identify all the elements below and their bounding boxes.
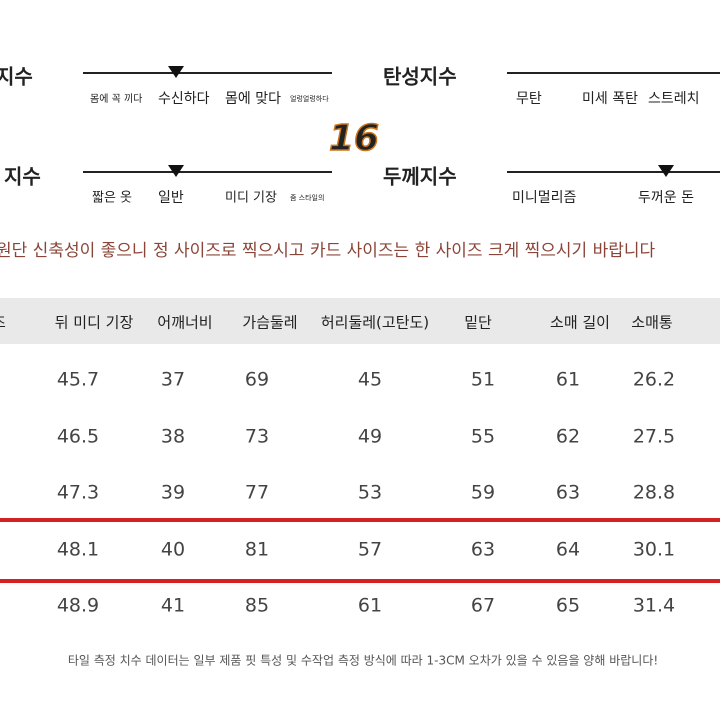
table-cell: 31.4	[633, 595, 675, 617]
highlight-line-bottom	[0, 579, 720, 583]
table-cell: 40	[161, 539, 185, 561]
index-label: 몸에 꼭 끼다	[90, 93, 142, 105]
index-label: 무탄	[516, 91, 542, 107]
table-cell: 37	[161, 369, 185, 391]
index-title: 지수	[4, 165, 41, 189]
table-cell: 47.3	[57, 482, 99, 504]
table-cell: 39	[161, 482, 185, 504]
index-label: 미니멀리즘	[512, 190, 577, 206]
highlight-line-top	[0, 518, 720, 522]
table-cell: 57	[358, 539, 382, 561]
table-header-cell: 소매통	[631, 314, 672, 332]
table-cell: 59	[471, 482, 495, 504]
index-label: 몸에 맞다	[225, 91, 281, 107]
table-cell: 55	[471, 426, 495, 448]
table-cell: 77	[245, 482, 269, 504]
table-cell: 28.8	[633, 482, 675, 504]
table-cell: 53	[358, 482, 382, 504]
table-header-cell: 뒤 미디 기장	[55, 314, 134, 332]
table-header-bar	[0, 298, 720, 344]
table-cell: 61	[358, 595, 382, 617]
table-cell: 63	[471, 539, 495, 561]
table-header-cell: 어깨너비	[157, 314, 212, 332]
index-label: 일반	[158, 190, 184, 206]
index-marker	[168, 165, 184, 177]
table-header-cell: 밑단	[464, 314, 492, 332]
table-cell: 45	[358, 369, 382, 391]
table-cell: 63	[556, 482, 580, 504]
index-label: 미디 기장	[225, 191, 277, 206]
badge-number: 16	[329, 118, 379, 159]
table-cell: 27.5	[633, 426, 675, 448]
table-cell: 51	[471, 369, 495, 391]
index-label: 짧은 옷	[92, 191, 132, 206]
table-cell: 46.5	[57, 426, 99, 448]
index-label: 줌 스타일의	[290, 193, 324, 202]
index-label: 얼렁얼렁하다	[290, 94, 329, 103]
table-cell: 38	[161, 426, 185, 448]
notice: 원단 신축성이 좋으니 정 사이즈로 찍으시고 카드 사이즈는 한 사이즈 크게…	[0, 241, 656, 261]
table-cell: 73	[245, 426, 269, 448]
table-cell: 81	[245, 539, 269, 561]
table-cell: 45.7	[57, 369, 99, 391]
footer-note: 타일 측정 치수 데이터는 일부 제품 핏 특성 및 수작업 측정 방식에 따라…	[68, 654, 658, 668]
table-cell: 62	[556, 426, 580, 448]
table-cell: 65	[556, 595, 580, 617]
table-cell: 49	[358, 426, 382, 448]
table-cell: 26.2	[633, 369, 675, 391]
table-header-cell: 가슴둘레	[242, 314, 297, 332]
table-cell: 41	[161, 595, 185, 617]
index-label: 미세 폭탄	[582, 91, 638, 107]
index-label: 스트레치	[648, 91, 700, 107]
table-cell: 48.1	[57, 539, 99, 561]
table-header-cell: 소매 길이	[550, 314, 610, 332]
table-cell: 67	[471, 595, 495, 617]
index-marker	[168, 66, 184, 78]
table-cell: 85	[245, 595, 269, 617]
table-cell: 69	[245, 369, 269, 391]
table-cell: 30.1	[633, 539, 675, 561]
table-header-cell: 허리둘레(고탄도)	[321, 314, 429, 332]
index-marker	[658, 165, 674, 177]
index-title: 지수	[0, 65, 33, 89]
table-cell: 64	[556, 539, 580, 561]
index-title: 두께지수	[383, 165, 457, 189]
table-cell: 48.9	[57, 595, 99, 617]
table-header-cell: 즈	[0, 314, 6, 332]
table-cell: 61	[556, 369, 580, 391]
index-label: 수신하다	[158, 91, 210, 107]
badge: 16	[328, 117, 380, 160]
index-label: 두꺼운 돈	[638, 190, 694, 206]
index-title: 탄성지수	[383, 65, 457, 89]
